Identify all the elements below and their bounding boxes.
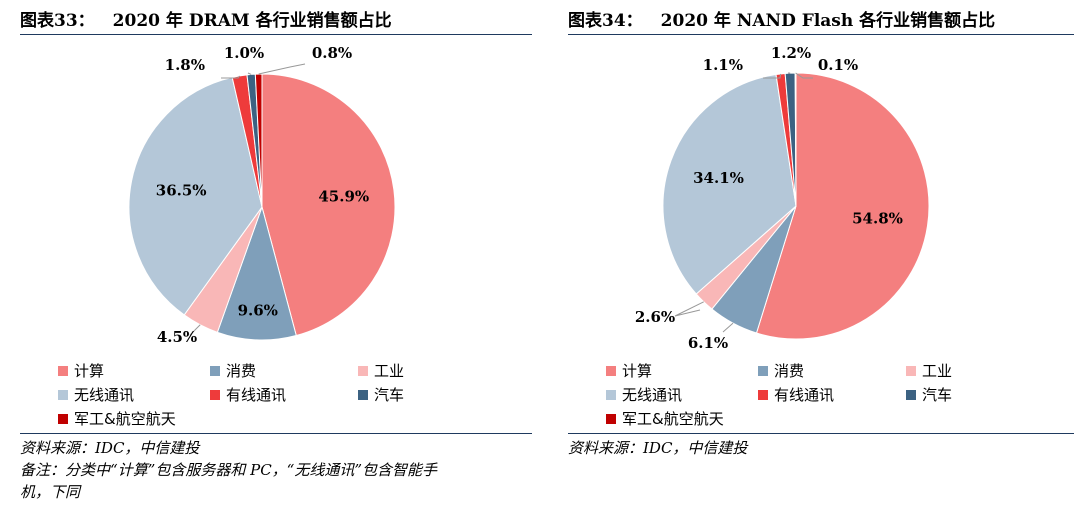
legend-label: 军工&航空航天 [74,410,176,428]
legend-label: 汽车 [922,386,953,404]
legend-label: 无线通讯 [74,386,135,404]
bottom-rule [20,433,532,434]
chart-title-text: 2020 年 DRAM 各行业销售额占比 [112,11,392,31]
legend-item-wireless: 无线通讯 [58,384,134,405]
data-label-industrial: 2.6% [635,308,675,326]
data-label-wired: 1.8% [165,56,205,74]
leader-line-military-aerospace [795,72,813,79]
figure-label: 图表34： [568,11,643,31]
leader-line-automotive [247,72,252,75]
legend-item-wired: 有线通讯 [210,384,286,405]
legend-label: 有线通讯 [774,386,835,404]
legend-swatch [606,365,616,376]
legend-label: 计算 [622,362,653,380]
pie-slice-consumer [216,205,297,341]
leader-line-wired [221,75,240,79]
figure-label: 图表33： [20,11,95,31]
nand-chart-panel: 图表34： 2020 年 NAND Flash 各行业销售额占比 54.8% 6.1… [548,0,1080,506]
legend-label: 消费 [774,362,805,380]
legend-swatch [58,365,68,376]
pie-slice-wireless [662,73,797,295]
data-label-wireless: 34.1% [693,169,744,187]
data-label-industrial: 4.5% [157,328,197,346]
legend-swatch [210,389,220,400]
legend-item-industrial: 工业 [358,360,404,381]
legend-swatch [358,365,368,376]
source-text: 资料来源：IDC，中信建投 [568,439,748,457]
data-label-military-aerospace: 0.8% [312,44,352,62]
legend-item-automotive: 汽车 [906,384,952,405]
data-label-military-aerospace: 0.1% [818,56,858,74]
legend-item-consumer: 消费 [210,360,256,381]
dram-pie-chart: 45.9% 9.6% 4.5% 36.5% 1.8% 1.0% 0.8% [128,44,396,346]
data-label-wireless: 36.5% [156,182,207,200]
legend-label: 有线通讯 [226,386,287,404]
data-label-computing: 54.8% [852,209,903,227]
legend-item-industrial: 工业 [906,360,952,381]
legend-label: 汽车 [374,386,405,404]
data-label-consumer: 6.1% [688,334,728,352]
legend-swatch [758,365,768,376]
leader-line-industrial [189,324,201,336]
legend-label: 计算 [74,362,105,380]
top-rule [568,34,1074,35]
chart-title: 图表33： 2020 年 DRAM 各行业销售额占比 [20,6,392,31]
legend-item-wireless: 无线通讯 [606,384,682,405]
leader-line-industrial [674,301,704,317]
legend-swatch [58,389,68,400]
note-text-line2: 机，下同 [20,483,81,501]
note-text-line1: 备注：分类中“计算”包含服务器和 PC，“无线通讯”包含智能手 [20,461,438,479]
leader-line-consumer [722,322,734,333]
nand-pie-chart: 54.8% 6.1% 2.6% 34.1% 1.1% 1.2% 0.1% [635,44,930,352]
legend-item-computing: 计算 [58,360,104,381]
legend-item-automotive: 汽车 [358,384,404,405]
legend-item-wired: 有线通讯 [758,384,834,405]
source-text: 资料来源：IDC，中信建投 [20,439,200,457]
legend-swatch [606,389,616,400]
data-label-automotive: 1.2% [771,44,811,62]
dram-chart-panel: 图表33： 2020 年 DRAM 各行业销售额占比 45.9% 9.6% 4.5% 3… [0,0,538,506]
legend-swatch [606,413,616,424]
legend-swatch [906,389,916,400]
chart-title: 图表34： 2020 年 NAND Flash 各行业销售额占比 [568,6,995,31]
source-note: 资料来源：IDC，中信建投 [568,437,1080,459]
legend-label: 工业 [374,362,405,380]
legend-label: 军工&航空航天 [622,410,724,428]
legend-item-military-aerospace: 军工&航空航天 [606,408,724,429]
pie-slice-computing [261,73,396,337]
legend-swatch [758,389,768,400]
legend-label: 工业 [922,362,953,380]
data-label-consumer: 9.6% [238,302,278,320]
legend-swatch [210,365,220,376]
bottom-rule [568,433,1074,434]
data-label-automotive: 1.0% [224,44,264,62]
pie-slice-military-aerospace [254,73,263,208]
pie-slice-wireless [128,76,263,316]
legend-swatch [358,389,368,400]
data-label-wired: 1.1% [703,56,743,74]
chart-title-text: 2020 年 NAND Flash 各行业销售额占比 [660,11,996,31]
leader-line-military-aerospace [258,63,306,75]
legend-swatch [906,365,916,376]
pie-slice-computing [755,72,930,340]
legend-item-consumer: 消费 [758,360,804,381]
legend-label: 无线通讯 [622,386,683,404]
data-label-computing: 45.9% [318,187,369,205]
source-note: 资料来源：IDC，中信建投 备注：分类中“计算”包含服务器和 PC，“无线通讯”… [20,437,540,503]
legend-label: 消费 [226,362,257,380]
legend-item-military-aerospace: 军工&航空航天 [58,408,176,429]
top-rule [20,34,532,35]
legend-swatch [58,413,68,424]
legend-item-computing: 计算 [606,360,652,381]
leader-line-wired [763,73,782,79]
